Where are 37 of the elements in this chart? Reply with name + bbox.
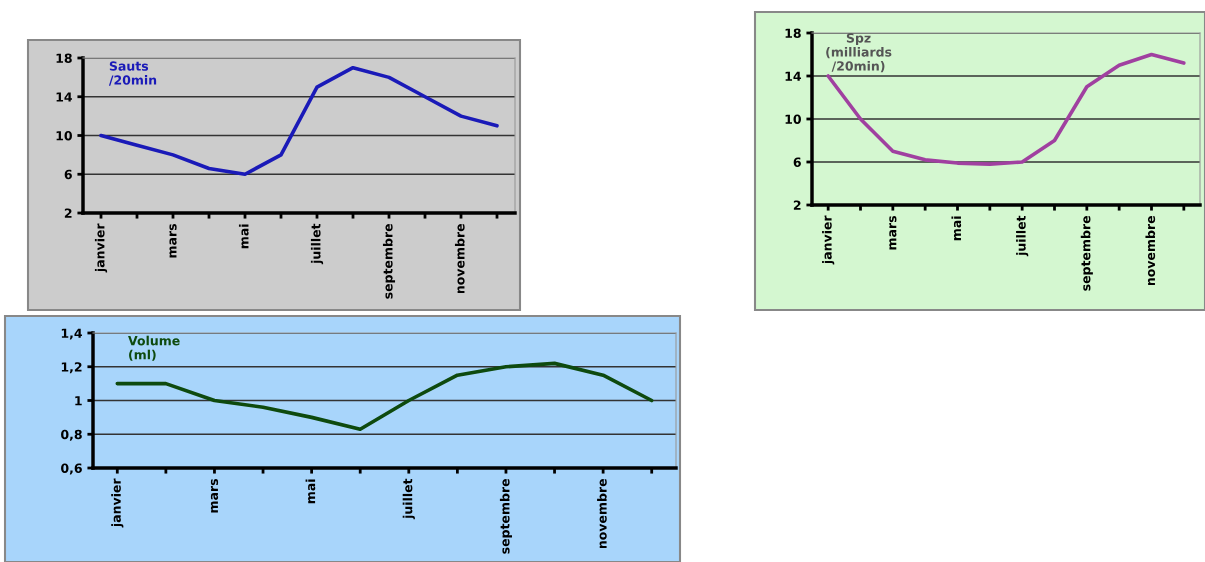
x-tick-label: novembre — [1145, 216, 1156, 286]
y-tick-label: 18 — [56, 53, 72, 63]
x-tick-label: mai — [238, 224, 249, 249]
x-tick-label: janvier — [94, 223, 108, 273]
y-tick-label: 14 — [785, 71, 802, 81]
y-tick-label: 1,2 — [61, 362, 82, 374]
text: Sauts /20min — [108, 61, 157, 86]
x-tick-label: mars — [210, 479, 219, 513]
x-tick-label: novembre — [597, 479, 607, 549]
line-series — [115, 361, 654, 431]
y-tick-label: 1 — [75, 396, 82, 406]
x-tick-label: mai — [305, 479, 316, 504]
y-tick-label: 2 — [64, 208, 72, 218]
y-tick-label: 0,8 — [61, 429, 82, 441]
text: Volume (ml) — [128, 335, 180, 361]
y-tick-label: 1,4 — [61, 328, 83, 340]
y-tick-label: 18 — [785, 28, 801, 38]
x-tick-label: septembre — [499, 479, 513, 554]
x-tick-label: mai — [951, 216, 962, 241]
x-tick-label: juillet — [310, 223, 324, 265]
y-tick-label: 14 — [56, 92, 73, 102]
x-tick-label: septembre — [382, 224, 396, 299]
y-tick-label: 0,6 — [61, 463, 82, 475]
y-tick-label: 2 — [793, 200, 801, 210]
x-tick-label: juillet — [1016, 215, 1029, 257]
x-tick-label: janvier — [111, 478, 124, 528]
x-tick-label: mars — [169, 224, 177, 258]
x-tick-label: juillet — [402, 478, 415, 520]
y-tick-label: 10 — [56, 130, 72, 141]
x-tick-label: mars — [889, 216, 897, 250]
x-tick-label: novembre — [454, 224, 465, 294]
text: Spz (milliards /20min) — [826, 33, 892, 73]
y-tick-label: 6 — [64, 169, 72, 180]
x-tick-label: septembre — [1080, 216, 1093, 291]
x-tick-label: janvier — [822, 215, 835, 265]
y-tick-label: 6 — [793, 157, 801, 167]
y-tick-label: 10 — [785, 114, 801, 124]
